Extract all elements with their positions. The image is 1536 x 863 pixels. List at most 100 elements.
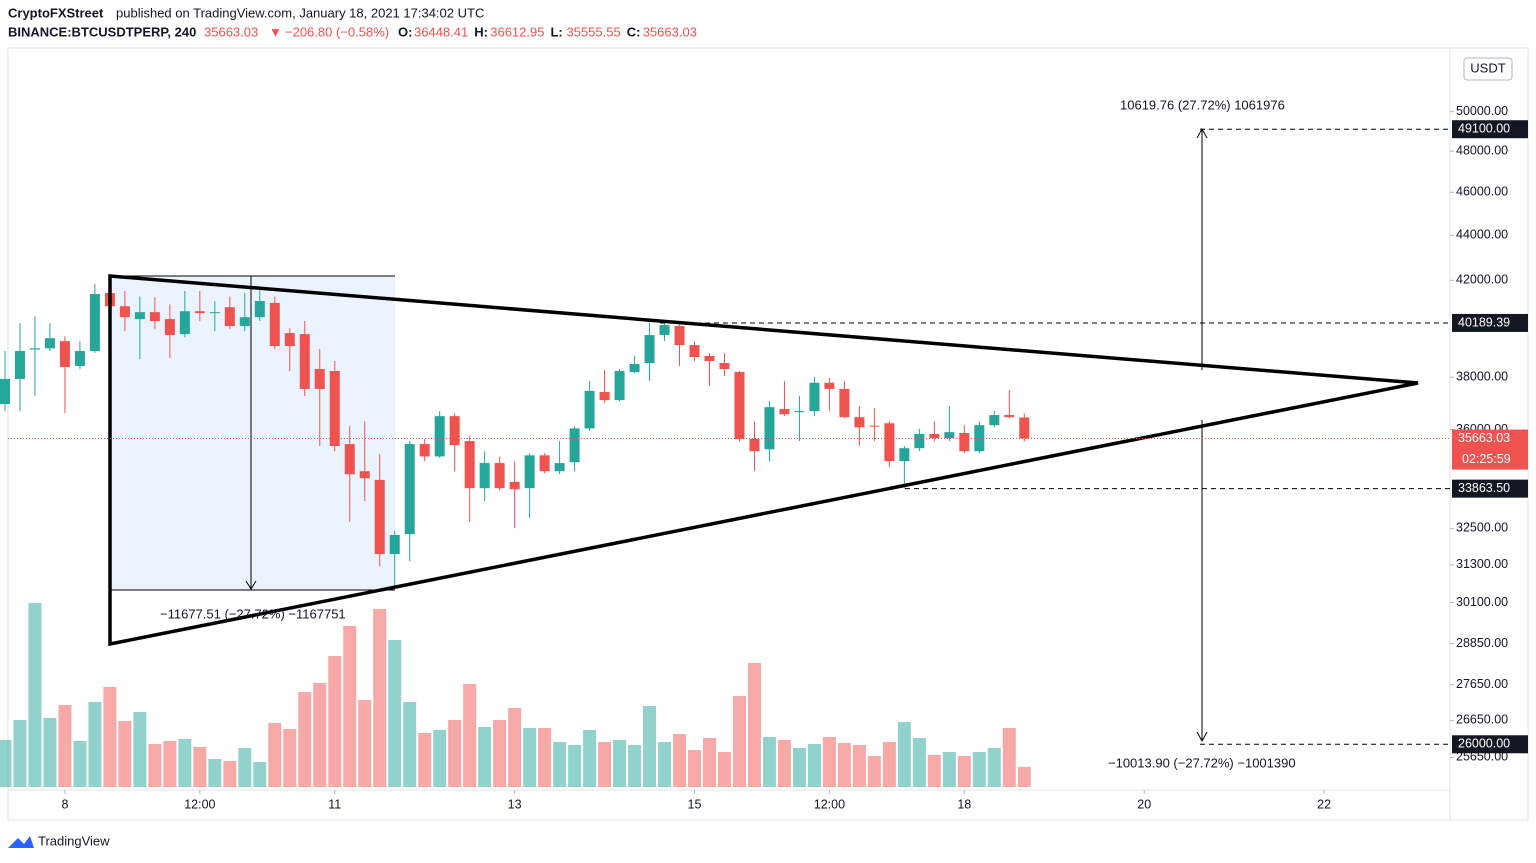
price-label-box: [1452, 120, 1528, 139]
candle-body: [944, 432, 955, 439]
candle-body: [194, 311, 205, 314]
candle-body: [794, 411, 805, 413]
volume-bar: [912, 738, 926, 787]
volume-bar: [328, 656, 342, 787]
candle-body: [1004, 415, 1015, 418]
y-tick-label: 28850.00: [1456, 636, 1508, 650]
candle-body: [1019, 417, 1030, 439]
volume-bar: [747, 663, 761, 787]
volume-bar: [0, 740, 12, 787]
candle-body: [899, 448, 910, 462]
candle-body: [749, 438, 760, 452]
annotation: −11677.51 (−27.72%) −1167751: [160, 606, 346, 621]
candle-body: [449, 416, 460, 446]
candle-body: [929, 434, 940, 439]
y-tick-label: 31300.00: [1456, 557, 1508, 571]
y-tick-label: 30100.00: [1456, 595, 1508, 609]
y-tick-label: 44000.00: [1456, 228, 1508, 242]
volume-bar: [343, 626, 357, 787]
y-tick-label: 50000.00: [1456, 104, 1508, 118]
candle-body: [149, 312, 160, 322]
volume-bar: [732, 696, 746, 787]
volume-bar: [493, 720, 507, 787]
volume-bar: [268, 723, 282, 787]
price-label-box: [1452, 313, 1528, 332]
candle-body: [329, 371, 340, 446]
x-tick-label: 20: [1137, 797, 1151, 811]
triangle: [108, 274, 1419, 647]
candle-body: [374, 479, 385, 555]
price-label: 40189.39: [1458, 315, 1510, 329]
volume-bar: [553, 742, 567, 787]
candle-body: [869, 425, 880, 427]
ohlc-key: C:: [627, 24, 641, 39]
volume-bar: [238, 748, 252, 787]
volume-bar: [13, 720, 27, 787]
candle-body: [164, 319, 175, 336]
volume-bar: [927, 755, 941, 787]
candle-body: [614, 371, 625, 401]
logo: TradingView: [8, 833, 110, 848]
volume-bar: [568, 745, 582, 787]
volume-bar: [118, 721, 132, 787]
candle-body: [734, 372, 745, 440]
x-tick-label: 11: [328, 797, 341, 811]
arrow: ▼: [269, 24, 282, 39]
ohlc-key: H:: [474, 24, 488, 39]
candle-body: [689, 345, 700, 357]
candle-body: [659, 325, 670, 336]
volume-bar: [822, 737, 836, 787]
candle-body: [779, 408, 790, 415]
candle-body: [554, 463, 565, 472]
candle-body: [839, 388, 850, 418]
volume-bar: [373, 609, 387, 787]
candle-body: [704, 355, 715, 361]
candle-body: [764, 407, 775, 450]
currency: USDT: [1470, 60, 1505, 75]
candle-body: [509, 481, 520, 490]
volume-bar: [298, 692, 312, 787]
candle-body: [434, 416, 445, 457]
volume-bar: [223, 761, 237, 787]
candle-body: [299, 334, 310, 389]
ohlc-value: 36448.41: [414, 24, 468, 39]
price-label-box: [1452, 479, 1528, 498]
x-tick-label: 13: [508, 797, 522, 811]
volume-bar: [103, 687, 117, 787]
candle-body: [59, 341, 70, 368]
currency-badge: [1463, 57, 1513, 81]
volume-bar: [403, 702, 417, 787]
change: −206.80 (−0.58%): [285, 24, 389, 39]
price-label: 33863.50: [1458, 481, 1510, 495]
ohlc-value: 35555.55: [566, 24, 620, 39]
candle-body: [719, 362, 730, 370]
candle-body: [854, 417, 865, 428]
volume-bar: [163, 741, 177, 787]
candle-body: [209, 312, 220, 314]
x-tick-label: 18: [957, 797, 971, 811]
arrow-head: [1196, 731, 1208, 743]
volume-bar: [208, 759, 222, 787]
candle-body: [824, 382, 835, 389]
last: 35663.03: [204, 24, 258, 39]
volume-bar: [897, 722, 911, 787]
candle-body: [239, 317, 250, 327]
header: CryptoFXStreet published on TradingView.…: [8, 5, 484, 39]
volume-bar: [1017, 767, 1031, 787]
volume-bar: [433, 730, 447, 787]
volume-bar: [508, 708, 522, 787]
volume-bar: [58, 705, 72, 787]
volume-bar: [253, 762, 267, 787]
volume-bar: [28, 603, 42, 787]
y-tick-label: 48000.00: [1456, 143, 1508, 157]
volume-bar: [178, 739, 192, 787]
volume-bar: [43, 718, 57, 787]
volume-bar: [882, 742, 896, 787]
countdown: 02:25:59: [1462, 452, 1511, 466]
candle-body: [914, 434, 925, 449]
volume-bar: [1002, 728, 1016, 787]
price-label: 35663.03: [1458, 431, 1510, 445]
price-label: 26000.00: [1458, 737, 1510, 751]
